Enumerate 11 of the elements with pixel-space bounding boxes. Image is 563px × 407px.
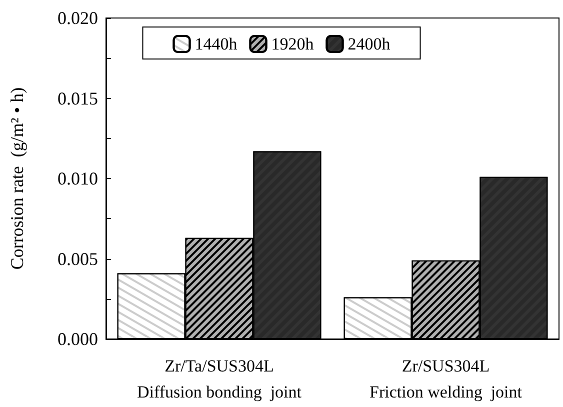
legend-label: 1440h: [194, 34, 238, 54]
y-tick-label: 0.010: [58, 168, 98, 188]
x-tick-label: Zr/Ta/SUS304L Diffusion bonding joint: [137, 356, 302, 402]
x-tick-label: Zr/SUS304L Friction welding joint: [369, 356, 522, 402]
y-tick-label: 0.005: [58, 248, 98, 269]
legend-label: 2400h: [348, 34, 391, 54]
legend-label: 1920h: [271, 34, 314, 54]
y-axis-title: Corrosion rate (g/m² • h): [7, 87, 27, 270]
y-tick-label: 0.020: [58, 8, 98, 28]
text: 0.000: [58, 329, 98, 349]
y-tick-label: 0.015: [58, 88, 98, 108]
